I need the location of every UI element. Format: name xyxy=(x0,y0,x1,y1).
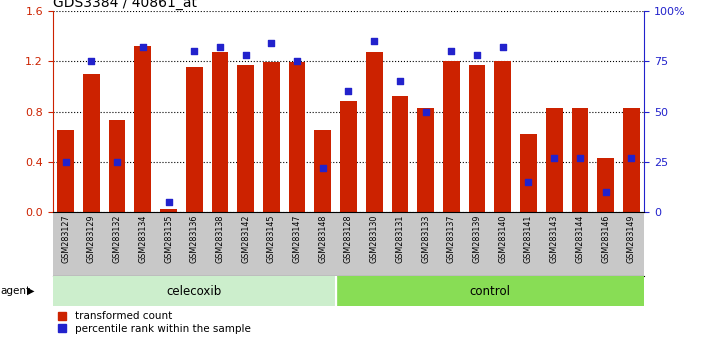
Text: GSM283144: GSM283144 xyxy=(575,214,584,263)
Text: GSM283140: GSM283140 xyxy=(498,214,508,263)
Text: GSM283129: GSM283129 xyxy=(87,214,96,263)
Text: GSM283133: GSM283133 xyxy=(421,214,430,263)
Point xyxy=(548,155,560,161)
Bar xyxy=(83,74,100,212)
Bar xyxy=(520,134,537,212)
Bar xyxy=(597,158,614,212)
Text: GSM283132: GSM283132 xyxy=(113,214,122,263)
Text: GSM283137: GSM283137 xyxy=(447,214,455,263)
Text: GSM283139: GSM283139 xyxy=(472,214,482,263)
Text: GSM283141: GSM283141 xyxy=(524,214,533,263)
Point xyxy=(369,38,380,44)
Text: GSM283136: GSM283136 xyxy=(189,214,199,263)
Point xyxy=(240,52,251,58)
Point xyxy=(600,189,611,195)
Point xyxy=(163,200,174,205)
Bar xyxy=(57,130,74,212)
Point xyxy=(497,44,508,50)
Text: GSM283146: GSM283146 xyxy=(601,214,610,263)
Point xyxy=(317,165,328,171)
Point xyxy=(291,58,303,64)
Bar xyxy=(212,52,228,212)
Point xyxy=(86,58,97,64)
Text: GSM283134: GSM283134 xyxy=(138,214,147,263)
Bar xyxy=(134,46,151,212)
Point xyxy=(446,48,457,54)
Point xyxy=(626,155,637,161)
Bar xyxy=(494,61,511,212)
Point xyxy=(574,155,586,161)
Text: GSM283143: GSM283143 xyxy=(550,214,559,263)
Bar xyxy=(546,108,562,212)
Bar xyxy=(469,65,485,212)
Point xyxy=(137,44,149,50)
Bar xyxy=(108,120,125,212)
Text: celecoxib: celecoxib xyxy=(167,285,222,298)
Point xyxy=(420,109,432,114)
Text: ▶: ▶ xyxy=(27,286,34,296)
Point xyxy=(189,48,200,54)
Bar xyxy=(186,67,203,212)
Bar xyxy=(417,108,434,212)
Bar xyxy=(391,96,408,212)
Text: GSM283145: GSM283145 xyxy=(267,214,276,263)
Bar xyxy=(366,52,382,212)
Bar xyxy=(53,276,336,306)
Text: GSM283138: GSM283138 xyxy=(215,214,225,263)
Bar xyxy=(315,130,331,212)
Text: GSM283128: GSM283128 xyxy=(344,214,353,263)
Text: GSM283142: GSM283142 xyxy=(241,214,250,263)
Text: GSM283131: GSM283131 xyxy=(396,214,404,263)
Bar xyxy=(443,61,460,212)
Point xyxy=(394,79,406,84)
Text: GDS3384 / 40861_at: GDS3384 / 40861_at xyxy=(53,0,197,10)
Text: GSM283149: GSM283149 xyxy=(627,214,636,263)
Bar xyxy=(340,101,357,212)
Text: GSM283148: GSM283148 xyxy=(318,214,327,263)
Point xyxy=(60,159,71,165)
Text: agent: agent xyxy=(1,286,31,296)
Bar xyxy=(289,62,306,212)
Text: GSM283135: GSM283135 xyxy=(164,214,173,263)
Bar xyxy=(160,209,177,212)
Point xyxy=(265,40,277,46)
Point xyxy=(343,88,354,94)
Point xyxy=(472,52,483,58)
Point xyxy=(523,179,534,185)
Bar xyxy=(237,65,254,212)
Text: GSM283127: GSM283127 xyxy=(61,214,70,263)
Point xyxy=(111,159,122,165)
Text: control: control xyxy=(470,285,510,298)
Point xyxy=(214,44,225,50)
Text: GSM283130: GSM283130 xyxy=(370,214,379,263)
Bar xyxy=(572,108,589,212)
Bar xyxy=(623,108,640,212)
Text: GSM283147: GSM283147 xyxy=(293,214,301,263)
Bar xyxy=(263,62,279,212)
Legend: transformed count, percentile rank within the sample: transformed count, percentile rank withi… xyxy=(58,312,251,333)
